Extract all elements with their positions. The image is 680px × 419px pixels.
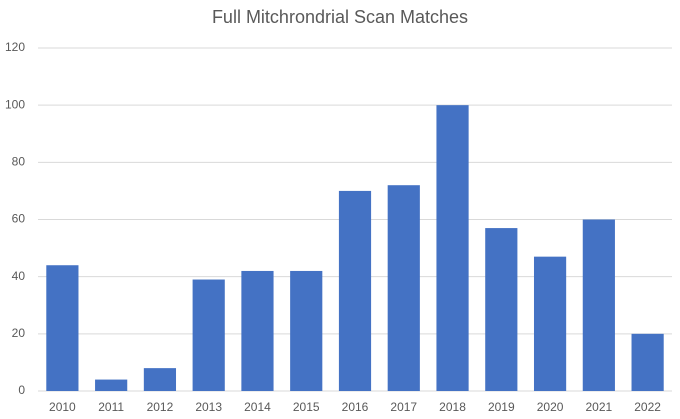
x-tick-label: 2016: [342, 400, 369, 414]
bar: [95, 379, 128, 391]
bar: [485, 228, 518, 391]
bar: [192, 279, 225, 391]
bar: [46, 265, 79, 391]
y-tick-label: 20: [12, 326, 26, 340]
x-tick-label: 2011: [98, 400, 124, 414]
bar: [436, 105, 469, 392]
x-tick-label: 2013: [195, 400, 222, 414]
chart-title: Full Mitchrondrial Scan Matches: [212, 7, 468, 27]
bar: [290, 270, 323, 391]
bar: [582, 219, 615, 391]
x-tick-label: 2020: [537, 400, 564, 414]
x-tick-label: 2010: [49, 400, 76, 414]
bar: [631, 333, 664, 391]
x-tick-label: 2014: [244, 400, 271, 414]
x-tick-label: 2018: [439, 400, 466, 414]
bar: [533, 256, 567, 391]
y-tick-label: 80: [12, 155, 26, 169]
x-tick-label: 2015: [293, 400, 320, 414]
bar: [387, 185, 420, 391]
bar: [143, 368, 177, 391]
bar: [338, 190, 372, 391]
x-tick-label: 2012: [147, 400, 174, 414]
x-tick-label: 2017: [390, 400, 417, 414]
y-tick-label: 0: [18, 383, 25, 397]
x-tick-label: 2021: [585, 400, 612, 414]
x-tick-label: 2022: [634, 400, 661, 414]
y-tick-label: 100: [5, 97, 25, 111]
y-tick-label: 40: [12, 269, 26, 283]
y-tick-label: 60: [12, 212, 26, 226]
y-tick-label: 120: [5, 40, 25, 54]
x-tick-label: 2019: [488, 400, 515, 414]
bar: [241, 270, 274, 391]
